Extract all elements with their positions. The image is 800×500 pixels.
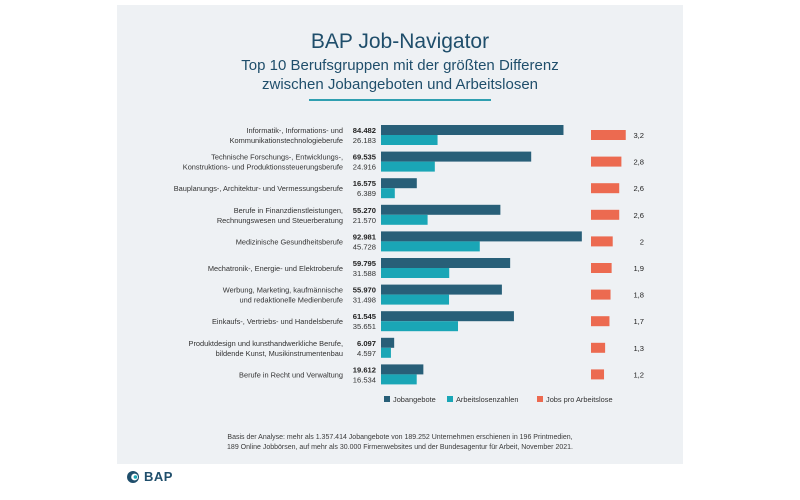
label-arbeitslosenzahlen: 31.588	[353, 269, 376, 278]
category-label: bildende Kunst, Musikinstrumentenbau	[216, 349, 343, 358]
label-jobangebote: 55.970	[353, 286, 376, 295]
bar-jobangebote	[381, 231, 582, 242]
label-jobs-pro-arbeitslose: 1,3	[633, 344, 644, 353]
footnote-line-2: 189 Online Jobbörsen, auf mehr als 30.00…	[227, 444, 573, 451]
category-label: Rechnungswesen und Steuerberatung	[217, 216, 343, 225]
label-jobs-pro-arbeitslose: 1,2	[633, 370, 644, 379]
legend-swatch	[384, 396, 390, 402]
bar-jobangebote	[381, 125, 564, 135]
category-label: Medizinische Gesundheitsberufe	[236, 237, 343, 246]
label-jobangebote: 84.482	[353, 126, 376, 135]
bar-jobangebote	[381, 178, 417, 189]
legend-swatch	[447, 396, 453, 402]
label-arbeitslosenzahlen: 31.498	[353, 296, 376, 305]
category-label: Bauplanungs-, Architektur- und Vermessun…	[174, 184, 343, 193]
bar-arbeitslosenzahlen	[381, 374, 417, 385]
bar-arbeitslosenzahlen	[381, 321, 459, 332]
bar-jobs-pro-arbeitslose	[591, 236, 613, 247]
bar-arbeitslosenzahlen	[381, 135, 438, 145]
category-label: und redaktionelle Medienberufe	[239, 296, 343, 305]
bar-jobs-pro-arbeitslose	[591, 130, 626, 140]
bap-logo-text: BAP	[144, 469, 173, 484]
label-jobs-pro-arbeitslose: 2,6	[633, 211, 644, 220]
bar-jobs-pro-arbeitslose	[591, 183, 620, 194]
bap-logo-icon	[127, 470, 139, 483]
chart-title: BAP Job-Navigator	[310, 30, 490, 53]
category-label: Berufe in Finanzdienstleistungen,	[234, 206, 343, 215]
bar-jobangebote	[381, 364, 424, 375]
label-jobs-pro-arbeitslose: 2	[640, 237, 644, 246]
label-jobs-pro-arbeitslose: 2,8	[633, 158, 644, 167]
label-arbeitslosenzahlen: 21.570	[353, 216, 376, 225]
bar-arbeitslosenzahlen	[381, 347, 391, 358]
label-jobs-pro-arbeitslose: 1,9	[633, 264, 644, 273]
label-arbeitslosenzahlen: 16.534	[353, 375, 376, 384]
category-label: Konstruktions- und Produktionssteuerungs…	[183, 163, 343, 172]
label-jobs-pro-arbeitslose: 2,6	[633, 184, 644, 193]
bar-jobs-pro-arbeitslose	[591, 369, 605, 380]
bar-jobs-pro-arbeitslose	[591, 316, 610, 327]
label-jobangebote: 55.270	[353, 206, 376, 215]
bar-jobangebote	[381, 337, 395, 348]
label-arbeitslosenzahlen: 6.389	[357, 189, 376, 198]
legend-label: Jobs pro Arbeitslose	[546, 395, 613, 404]
footnote-line-1: Basis der Analyse: mehr als 1.357.414 Jo…	[227, 434, 573, 441]
bar-jobs-pro-arbeitslose	[591, 263, 612, 273]
label-arbeitslosenzahlen: 45.728	[353, 242, 376, 251]
legend-label: Arbeitslosenzahlen	[456, 395, 518, 404]
legend-label: Jobangebote	[393, 395, 436, 404]
label-arbeitslosenzahlen: 26.183	[353, 136, 376, 145]
label-jobs-pro-arbeitslose: 3,2	[633, 131, 644, 140]
bar-jobangebote	[381, 204, 501, 215]
bar-arbeitslosenzahlen	[381, 268, 450, 278]
label-jobs-pro-arbeitslose: 1,7	[633, 317, 644, 326]
bar-jobs-pro-arbeitslose	[591, 289, 611, 300]
category-label: Technische Forschungs-, Entwicklungs-,	[211, 153, 343, 162]
category-label: Einkaufs-, Vertriebs- und Handelsberufe	[212, 317, 343, 326]
label-jobangebote: 19.612	[353, 365, 376, 374]
category-label: Produktdesign und kunsthandwerkliche Ber…	[189, 339, 343, 348]
label-arbeitslosenzahlen: 24.916	[353, 163, 376, 172]
bar-jobangebote	[381, 311, 514, 322]
bar-arbeitslosenzahlen	[381, 214, 428, 225]
label-jobangebote: 61.545	[353, 312, 377, 321]
bar-jobangebote	[381, 151, 532, 162]
footnote: Basis der Analyse: mehr als 1.357.414 Jo…	[117, 433, 683, 453]
bar-jobs-pro-arbeitslose	[591, 156, 622, 167]
category-label: Kommunikationstechnologieberufe	[230, 136, 343, 145]
legend-swatch	[537, 396, 543, 402]
bar-jobs-pro-arbeitslose	[591, 209, 620, 220]
label-jobangebote: 59.795	[353, 259, 377, 268]
label-jobangebote: 69.535	[353, 153, 377, 162]
category-label: Werbung, Marketing, kaufmännische	[223, 286, 343, 295]
label-jobangebote: 6.097	[357, 339, 376, 348]
label-jobangebote: 16.575	[353, 179, 377, 188]
chart-subtitle-line-2: zwischen Jobangeboten und Arbeitslosen	[261, 76, 539, 93]
label-arbeitslosenzahlen: 4.597	[357, 349, 376, 358]
category-label: Berufe in Recht und Verwaltung	[239, 370, 343, 379]
bap-logo: BAP	[126, 469, 173, 484]
bar-arbeitslosenzahlen	[381, 294, 450, 305]
chart-subtitle-line-1: Top 10 Berufsgruppen mit der größten Dif…	[241, 57, 559, 74]
label-jobs-pro-arbeitslose: 1,8	[633, 291, 644, 300]
bar-jobs-pro-arbeitslose	[591, 342, 606, 353]
label-jobangebote: 92.981	[353, 232, 377, 241]
title-underline	[309, 99, 491, 101]
bar-jobangebote	[381, 284, 502, 295]
category-label: Informatik-, Informations- und	[246, 126, 343, 135]
bar-arbeitslosenzahlen	[381, 241, 480, 252]
category-label: Mechatronik-, Energie- und Elektroberufe	[208, 264, 343, 273]
bar-jobangebote	[381, 258, 511, 268]
bar-arbeitslosenzahlen	[381, 188, 395, 199]
label-arbeitslosenzahlen: 35.651	[353, 322, 376, 331]
bar-arbeitslosenzahlen	[381, 161, 435, 172]
